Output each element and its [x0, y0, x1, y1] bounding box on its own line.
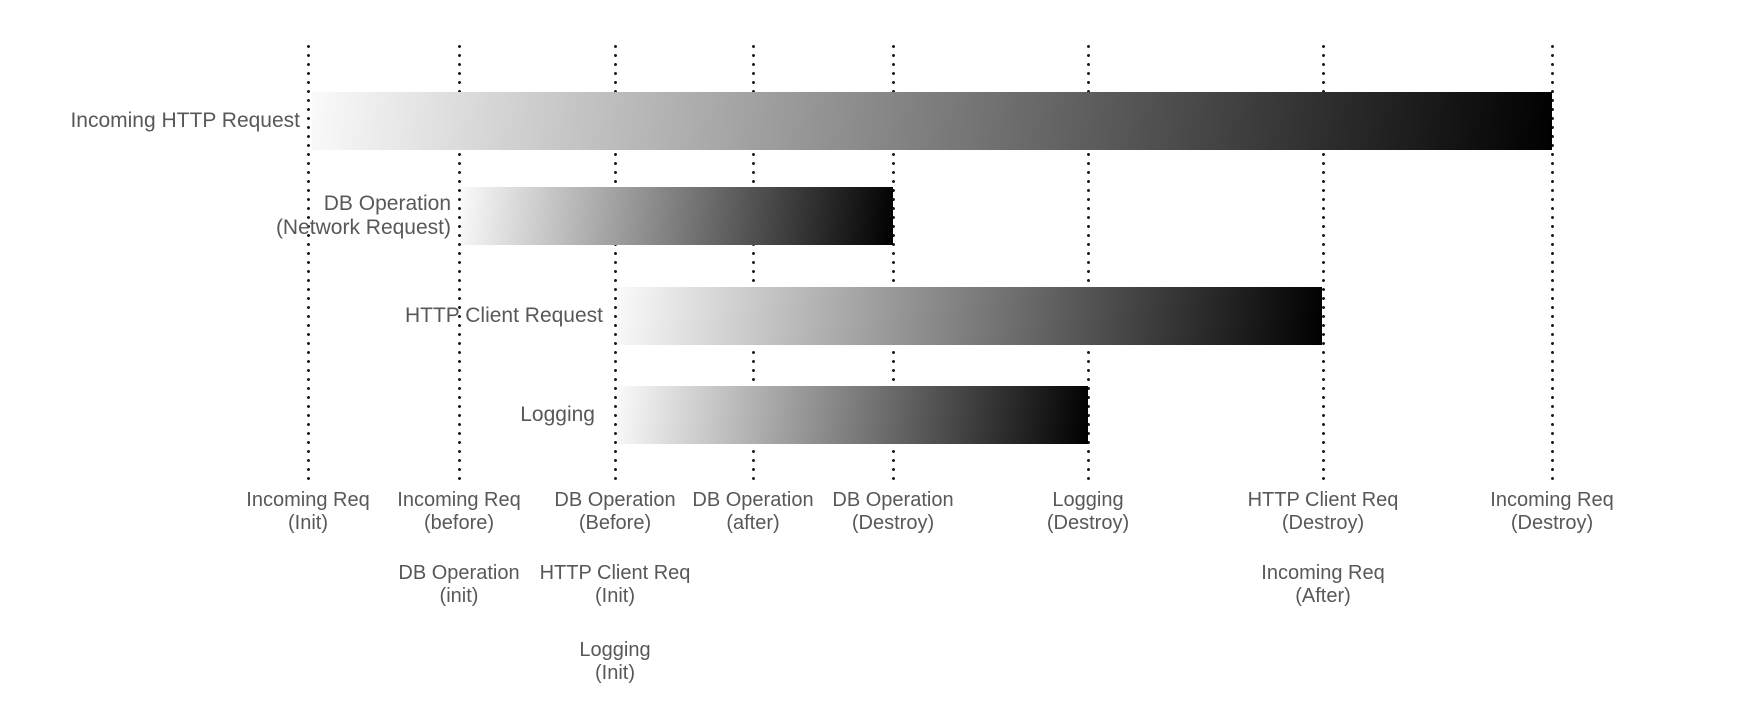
- span-label-line: HTTP Client Request: [404, 304, 603, 327]
- event-label: DB Operation (Destroy): [832, 489, 953, 535]
- event-label: Incoming Req (before): [397, 489, 520, 535]
- event-label-line: DB Operation: [398, 562, 520, 584]
- event-label: DB Operation (init): [398, 562, 519, 608]
- span-bar-db-operation: [461, 187, 893, 245]
- event-label: Logging (Destroy): [1047, 489, 1129, 535]
- event-line-6: [1086, 45, 1090, 482]
- event-label-line: HTTP Client Req: [1247, 489, 1399, 511]
- event-line-2: [457, 45, 461, 482]
- event-label-line: (Init): [595, 662, 635, 684]
- event-label-line: Logging: [1052, 489, 1124, 511]
- event-label: Logging (Init): [579, 639, 650, 685]
- span-label-incoming-http-request: Incoming HTTP Request: [70, 92, 300, 150]
- event-label-line: (Destroy): [1510, 512, 1594, 534]
- event-label: Incoming Req (After): [1261, 562, 1384, 608]
- event-line-7: [1321, 45, 1325, 482]
- event-label-line: (After): [1295, 585, 1351, 607]
- event-label-line: (Destroy): [1281, 512, 1365, 534]
- event-line-8: [1550, 45, 1554, 482]
- event-label: DB Operation (Before): [554, 489, 675, 535]
- span-label-db-operation: DB Operation (Network Request): [276, 187, 451, 245]
- span-label-line: DB Operation: [323, 192, 451, 215]
- event-label-line: DB Operation: [832, 489, 954, 511]
- event-label-line: Incoming Req: [246, 489, 370, 511]
- event-label-line: Incoming Req: [1261, 562, 1385, 584]
- event-label-line: Incoming Req: [397, 489, 521, 511]
- span-bar-logging: [617, 386, 1088, 444]
- event-label-line: (Destroy): [851, 512, 935, 534]
- event-label-line: (Init): [594, 585, 635, 607]
- event-label: Incoming Req (Destroy): [1490, 489, 1613, 535]
- event-label-line: (Init): [288, 512, 328, 534]
- span-bar-incoming-http-request: [312, 92, 1552, 150]
- event-line-1: [306, 45, 310, 482]
- span-label-logging: Logging: [520, 386, 595, 444]
- event-label: DB Operation (after): [692, 489, 813, 535]
- event-label-line: DB Operation: [554, 489, 676, 511]
- event-label-line: Incoming Req: [1490, 489, 1614, 511]
- span-bar-http-client-request: [617, 287, 1322, 345]
- event-label-line: Logging: [579, 639, 651, 661]
- span-label-line: Logging: [520, 403, 595, 426]
- event-label-line: (Before): [578, 512, 652, 534]
- event-label: HTTP Client Req (Init): [540, 562, 691, 608]
- event-label: HTTP Client Req (Destroy): [1248, 489, 1399, 535]
- event-line-5: [891, 45, 895, 482]
- event-label-line: HTTP Client Req: [539, 562, 691, 584]
- event-label-line: (after): [726, 512, 780, 534]
- event-label: Incoming Req (Init): [246, 489, 369, 535]
- span-label-http-client-request: HTTP Client Request: [405, 287, 603, 345]
- span-label-line: (Network Request): [275, 216, 451, 239]
- event-label-line: (before): [423, 512, 495, 534]
- span-label-line: Incoming HTTP Request: [70, 109, 300, 132]
- event-label-line: (init): [439, 585, 479, 607]
- event-line-4: [751, 45, 755, 482]
- event-line-3: [613, 45, 617, 482]
- event-label-line: DB Operation: [692, 489, 814, 511]
- event-label-line: (Destroy): [1046, 512, 1130, 534]
